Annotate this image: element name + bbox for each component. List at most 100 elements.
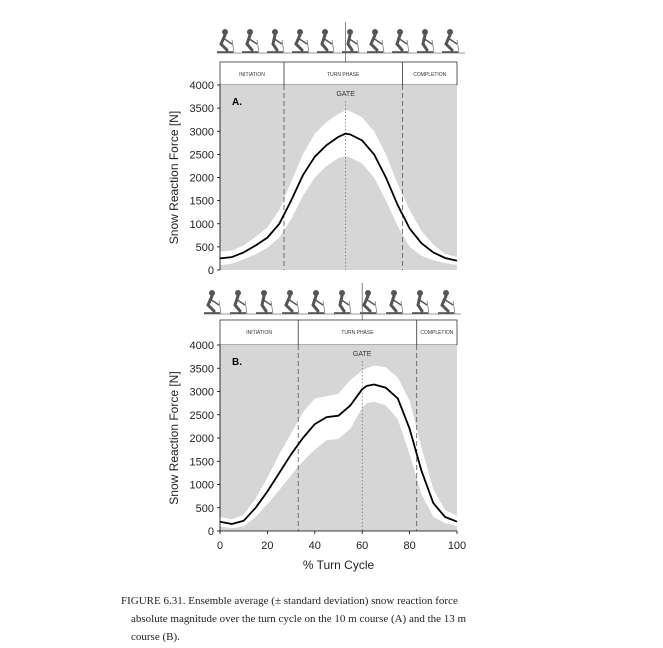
gate-label: GATE (336, 91, 355, 98)
skier-pole (218, 300, 222, 315)
skier-arm (339, 298, 350, 306)
y-tick-label: 500 (196, 503, 214, 515)
y-tick-label: 2500 (190, 410, 214, 422)
skier-head (235, 290, 241, 296)
skier-body (294, 33, 304, 52)
skier-arm (443, 298, 454, 306)
skier-pole (452, 300, 456, 315)
skier-head (397, 29, 403, 35)
phase-label: INITIATION (239, 72, 265, 78)
skier-pole (431, 39, 435, 54)
x-axis-label: % Turn Cycle (303, 558, 375, 572)
phase-label: COMPLETION (420, 330, 453, 336)
panel-label: A. (232, 97, 242, 108)
y-tick-label: 1000 (190, 219, 214, 231)
skier-pole (426, 300, 430, 315)
skier-pole (348, 300, 352, 315)
x-tick-label: 0 (217, 540, 223, 552)
y-axis-label: Snow Reaction Force [N] (167, 111, 181, 244)
figure-caption: FIGURE 6.31. Ensemble average (± standar… (121, 592, 541, 646)
skier-head (209, 290, 215, 296)
y-tick-label: 2500 (190, 149, 214, 161)
y-tick-label: 4000 (190, 80, 214, 92)
skier-sequence-icon (204, 283, 461, 320)
skier-pole (306, 39, 310, 54)
skier-head (372, 29, 378, 35)
sd-band (220, 110, 457, 266)
phase-label: COMPLETION (413, 72, 446, 78)
skier-sequence-icon (217, 22, 465, 62)
skier-arm (322, 37, 333, 45)
y-tick-label: 3500 (190, 363, 214, 375)
y-tick-label: 3500 (190, 103, 214, 115)
skier-body (369, 33, 379, 52)
skier-arm (417, 298, 428, 306)
skier-arm (222, 37, 233, 45)
skier-pole (331, 39, 335, 54)
skier-arm (397, 37, 408, 45)
skier-head (422, 29, 428, 35)
skier-pole (296, 300, 300, 315)
y-tick-label: 1500 (190, 196, 214, 208)
mean-line (219, 132, 458, 262)
sd-band (220, 365, 457, 529)
skier-arm (447, 37, 458, 45)
skier-pole (374, 300, 378, 315)
skier-head (297, 29, 303, 35)
skier-body (338, 294, 346, 313)
caption-line-1: FIGURE 6.31. Ensemble average (± standar… (121, 595, 458, 607)
y-tick-label: 2000 (190, 433, 214, 445)
skier-head (313, 290, 319, 296)
skier-head (391, 290, 397, 296)
skier-arm (391, 298, 402, 306)
skier-pole (281, 39, 285, 54)
skier-body (389, 294, 398, 313)
skier-pole (244, 300, 248, 315)
y-tick-label: 0 (208, 265, 214, 277)
skier-pole (381, 39, 385, 54)
caption-line-3: course (B). (131, 631, 180, 643)
skier-body (444, 33, 454, 52)
skier-arm (422, 37, 433, 45)
x-tick-label: 80 (403, 540, 415, 552)
skier-pole (406, 39, 410, 54)
y-tick-label: 0 (208, 526, 214, 538)
skier-arm (365, 298, 376, 306)
x-tick-label: 100 (448, 540, 466, 552)
skier-head (339, 290, 345, 296)
skier-body (440, 294, 450, 313)
phase-header-box (219, 319, 458, 346)
skier-body (346, 33, 354, 52)
x-tick-label: 20 (261, 540, 273, 552)
y-tick-label: 500 (196, 242, 214, 254)
skier-head (287, 290, 293, 296)
skier-body (320, 33, 329, 52)
skier-arm (235, 298, 246, 306)
skier-body (219, 33, 229, 52)
skier-arm (247, 37, 258, 45)
y-tick-label: 1500 (190, 456, 214, 468)
skier-arm (297, 37, 308, 45)
skier-body (416, 294, 424, 313)
skier-body (284, 294, 294, 313)
skier-pole (256, 39, 260, 54)
skier-head (347, 29, 353, 35)
skier-pole (231, 39, 235, 54)
phase-label: INITIATION (246, 330, 272, 336)
mean-line (219, 383, 458, 525)
skier-arm (261, 298, 272, 306)
caption-line-2: absolute magnitude over the turn cycle o… (131, 613, 467, 625)
skier-head (222, 29, 228, 35)
skier-head (417, 290, 423, 296)
skier-head (247, 29, 253, 35)
skier-head (272, 29, 278, 35)
skier-arm (287, 298, 298, 306)
skier-head (322, 29, 328, 35)
skier-pole (322, 300, 326, 315)
skier-body (395, 33, 404, 52)
chart-panel-b: INITIATION TURN PHASE COMPLETION GATE B. 0 500… (167, 283, 466, 572)
panel-label: B. (232, 357, 242, 368)
gate-label: GATE (353, 351, 372, 358)
skier-head (365, 290, 371, 296)
